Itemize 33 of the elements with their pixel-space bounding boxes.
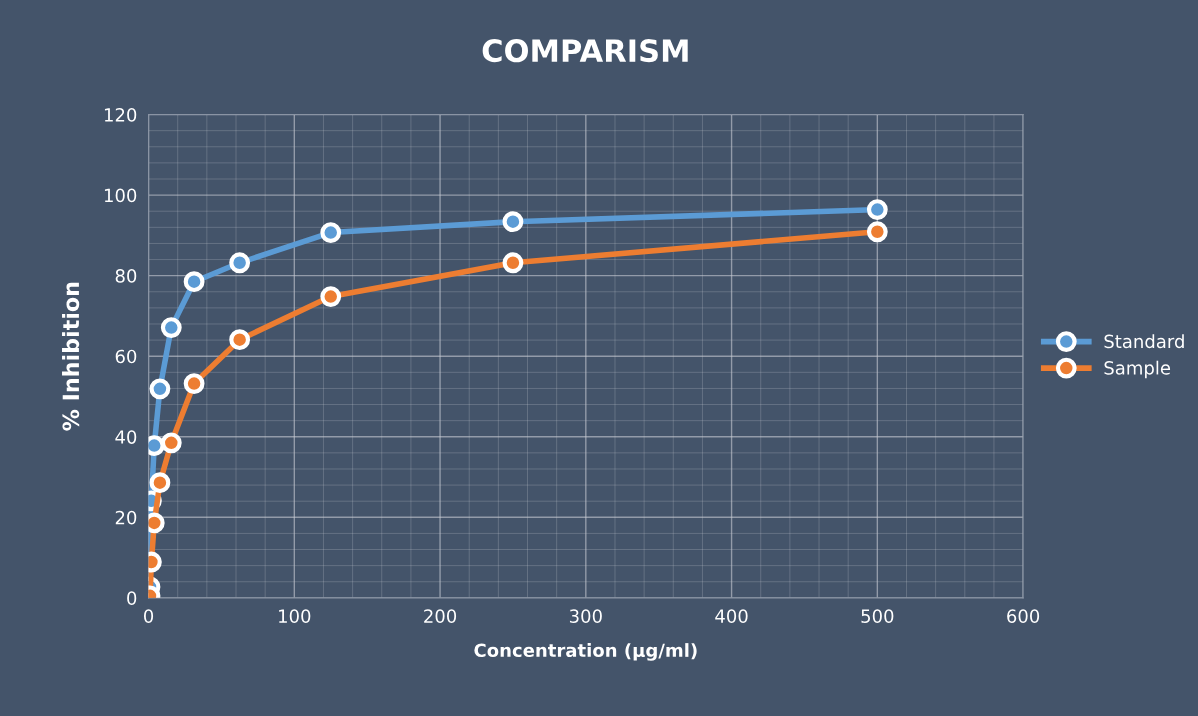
point (502, 211, 524, 233)
legend-label: Standard (1104, 334, 1184, 349)
x-tick-label: 600 (1007, 609, 1040, 623)
x-tick-label: 100 (279, 609, 311, 623)
y-tick-label: 0 (127, 591, 137, 605)
chart-title: COMPARISM (482, 39, 688, 63)
y-axis-title: % Inhibition (62, 282, 80, 431)
y-tick-label: 60 (115, 349, 137, 364)
x-tick-label: 500 (861, 609, 894, 623)
x-axis-title: Concentration (µg/ml) (474, 643, 697, 661)
point (502, 252, 524, 274)
point (183, 271, 205, 293)
point (183, 373, 205, 395)
point (160, 432, 182, 454)
point (149, 378, 171, 400)
y-tick-label: 80 (115, 269, 137, 283)
y-tick-label: 40 (115, 430, 137, 444)
x-tick-label: 200 (424, 609, 457, 623)
x-tick-label: 400 (715, 609, 748, 623)
point (320, 222, 342, 243)
y-tick-label: 100 (104, 188, 137, 203)
legend-label: Sample (1104, 360, 1171, 379)
y-tick-label: 120 (104, 108, 137, 122)
point (866, 199, 888, 221)
point (320, 286, 342, 308)
point (229, 252, 251, 274)
x-tick-label: 300 (569, 609, 602, 623)
point (160, 317, 182, 339)
point (229, 329, 251, 351)
point (866, 221, 888, 243)
x-tick-label: 0 (144, 609, 154, 623)
y-tick-label: 20 (115, 510, 137, 525)
point (149, 472, 171, 494)
